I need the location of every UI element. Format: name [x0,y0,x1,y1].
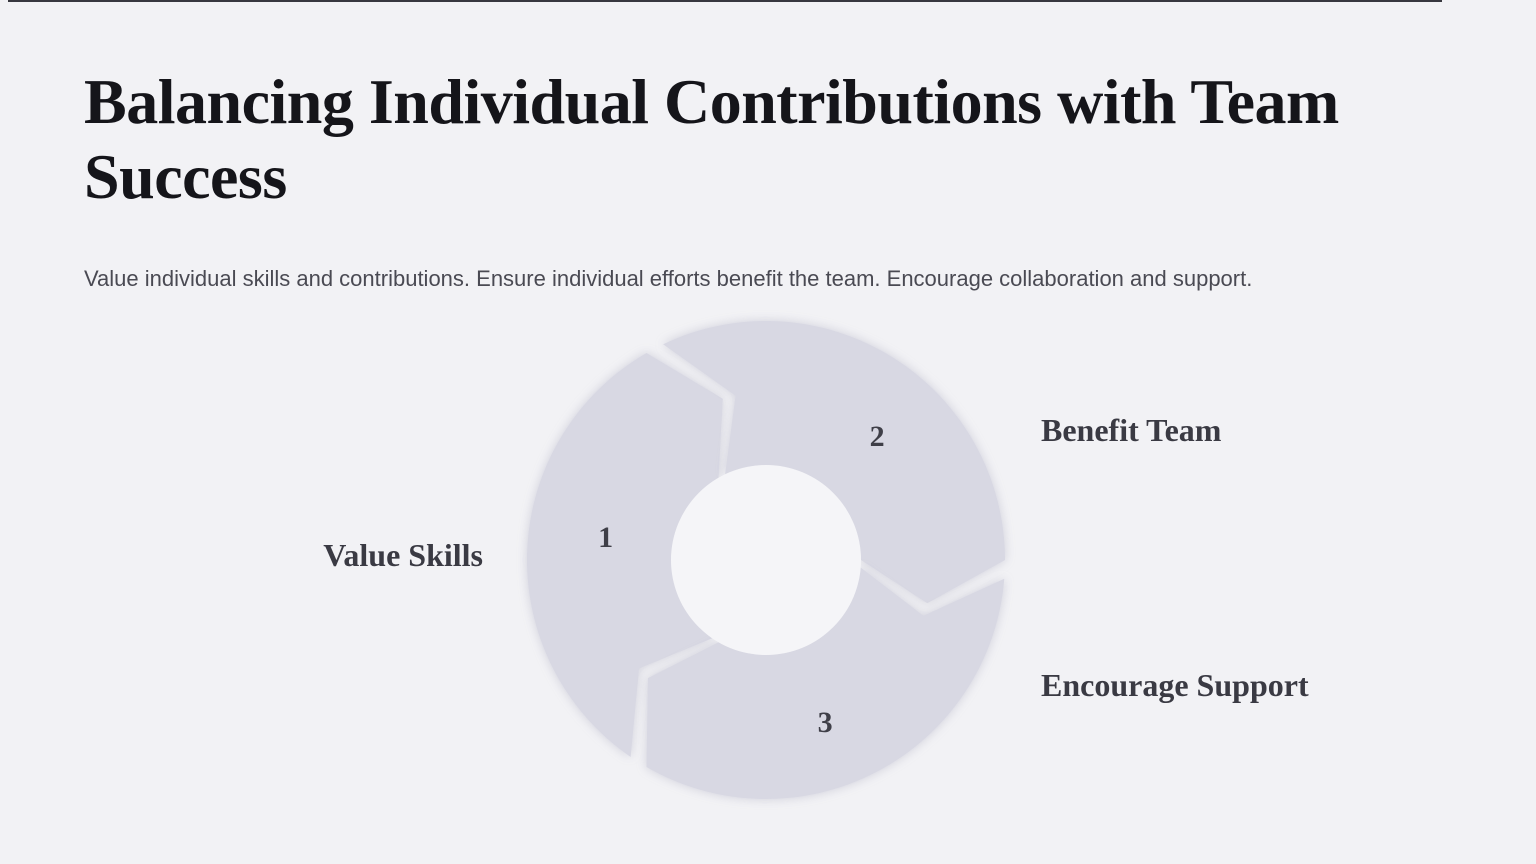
slide-subtitle: Value individual skills and contribution… [84,266,1253,291]
slide-title: Balancing Individual Contributions with … [84,64,1339,214]
cycle-diagram: 1 2 3 [476,270,1056,850]
top-border-line [8,0,1442,2]
segment-number-2: 2 [870,420,885,453]
title-line-1: Balancing Individual Contributions with … [84,66,1339,137]
segment-number-3: 3 [818,706,833,739]
cycle-segment-2 [663,320,1005,604]
title-line-2: Success [84,141,287,212]
cycle-segment-3 [646,567,1005,799]
step-label-value-skills: Value Skills [323,537,483,573]
step-label-encourage-support: Encourage Support [1041,667,1309,703]
cycle-diagram-svg: 1 2 3 [526,320,1005,799]
cycle-segment-1 [526,353,723,757]
cycle-center-hole [671,465,861,655]
step-label-benefit-team: Benefit Team [1041,412,1222,448]
segment-number-1: 1 [598,521,613,554]
